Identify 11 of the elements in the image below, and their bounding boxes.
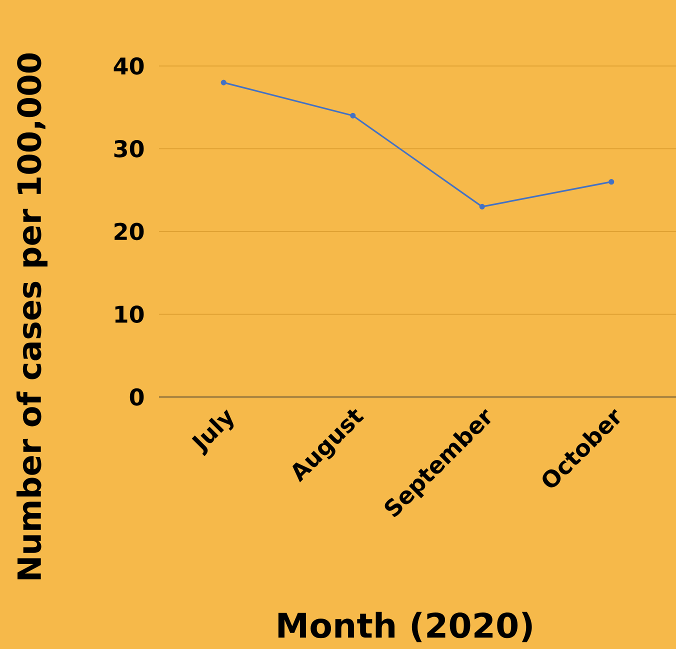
point xyxy=(220,80,226,86)
point xyxy=(479,204,485,210)
point xyxy=(608,179,614,185)
x-axis-title: Month (2020) xyxy=(278,612,532,642)
y-axis-title: Number of cases per 100,000 xyxy=(16,53,48,580)
y-tick-label: 10 xyxy=(115,306,144,323)
y-tick-label: 40 xyxy=(114,57,144,75)
point xyxy=(350,112,356,118)
y-tick-label: 0 xyxy=(130,388,144,406)
y-tick-label: 30 xyxy=(114,140,144,158)
y-tick-label: 20 xyxy=(114,222,144,240)
